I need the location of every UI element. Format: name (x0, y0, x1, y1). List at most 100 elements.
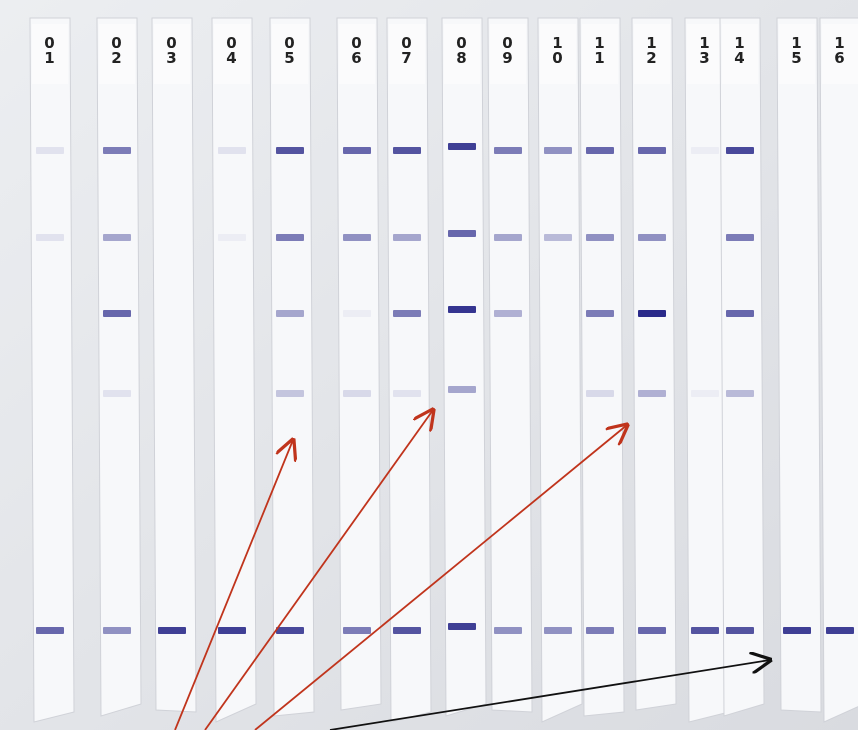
band (36, 147, 64, 154)
strip (151, 17, 197, 713)
band (218, 627, 246, 634)
strip-label: 05 (284, 34, 295, 67)
arrow (204, 410, 433, 730)
strip-label-area (540, 24, 576, 84)
strip (579, 17, 625, 717)
strip-label: 08 (456, 34, 467, 67)
band (691, 390, 719, 397)
band (393, 147, 421, 154)
band (448, 143, 476, 150)
band (726, 234, 754, 241)
band (586, 310, 614, 317)
strip (719, 17, 765, 717)
band (638, 390, 666, 397)
band (691, 627, 719, 634)
strip-label-area (490, 24, 526, 84)
band (393, 310, 421, 317)
band (103, 390, 131, 397)
strip-label: 04 (226, 34, 237, 67)
band (586, 390, 614, 397)
arrow (254, 425, 627, 730)
band (691, 147, 719, 154)
strip-label-area (389, 24, 425, 84)
band (586, 627, 614, 634)
arrows (174, 410, 770, 730)
band (276, 627, 304, 634)
band (276, 390, 304, 397)
strip-label: 02 (111, 34, 122, 67)
band (276, 147, 304, 154)
strip (819, 17, 858, 723)
band (276, 234, 304, 241)
band (103, 627, 131, 634)
band (36, 234, 64, 241)
band (783, 627, 811, 634)
band (494, 310, 522, 317)
band (103, 310, 131, 317)
band (343, 627, 371, 634)
strip-label-area (722, 24, 758, 84)
band (448, 230, 476, 237)
strip-label-area (634, 24, 670, 84)
strip (211, 17, 257, 723)
band (544, 147, 572, 154)
band (638, 234, 666, 241)
band (103, 234, 131, 241)
band (448, 306, 476, 313)
strip-label-area (444, 24, 480, 84)
band (544, 234, 572, 241)
strip-label-area (687, 24, 723, 84)
strip-label: 06 (351, 34, 362, 67)
band (448, 386, 476, 393)
strip (96, 17, 142, 717)
strip (631, 17, 677, 711)
band (726, 627, 754, 634)
strip-label: 13 (699, 34, 710, 67)
strip-label: 09 (502, 34, 513, 67)
strip (487, 17, 533, 713)
band (343, 234, 371, 241)
arrow (174, 440, 293, 730)
band (494, 627, 522, 634)
strips (29, 17, 858, 723)
strip-label-area (99, 24, 135, 84)
strip-label: 15 (791, 34, 802, 67)
band (726, 390, 754, 397)
strip (776, 17, 822, 713)
band (343, 310, 371, 317)
band (726, 310, 754, 317)
band (586, 147, 614, 154)
band (218, 234, 246, 241)
strip-label-area (32, 24, 68, 84)
band (158, 627, 186, 634)
band (343, 147, 371, 154)
strip-label-area (779, 24, 815, 84)
strip-label-area (272, 24, 308, 84)
strip-label-area (214, 24, 250, 84)
band (638, 147, 666, 154)
band (343, 390, 371, 397)
strip-label-area (154, 24, 190, 84)
band (103, 147, 131, 154)
strip-label: 10 (552, 34, 563, 67)
band (494, 147, 522, 154)
band (494, 234, 522, 241)
strip (441, 17, 487, 717)
strip-label: 16 (834, 34, 845, 67)
strip (386, 17, 432, 723)
band (393, 390, 421, 397)
strip-label: 03 (166, 34, 177, 67)
band (544, 627, 572, 634)
strip-label: 01 (44, 34, 55, 67)
strip (29, 17, 75, 723)
band (638, 627, 666, 634)
band (726, 147, 754, 154)
band (276, 310, 304, 317)
band (393, 234, 421, 241)
strip-label: 12 (646, 34, 657, 67)
strip-label: 11 (594, 34, 605, 67)
strip (336, 17, 382, 711)
band (448, 623, 476, 630)
